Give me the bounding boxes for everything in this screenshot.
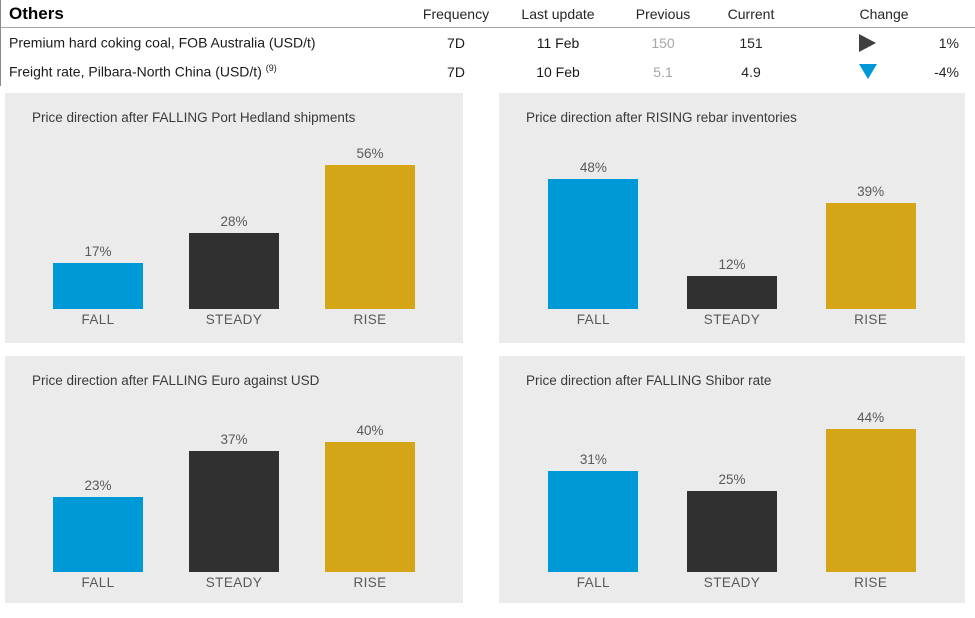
- table-title: Others: [9, 4, 64, 23]
- bar-value-label: 25%: [718, 471, 746, 487]
- category-label: RISE: [854, 575, 888, 590]
- bar-steady: [189, 232, 279, 309]
- series-name-text: Premium hard coking coal, FOB Australia …: [9, 34, 316, 51]
- table-row: Freight rate, Pilbara-North China (USD/t…: [1, 57, 975, 86]
- category-label: RISE: [353, 312, 387, 327]
- bar-group: 25%: [663, 409, 802, 572]
- chart-panel: Price direction after FALLING Shibor rat…: [499, 356, 965, 603]
- summary-table: Others Frequency Last update Previous Cu…: [0, 0, 975, 86]
- column-header-change: Change: [859, 6, 909, 22]
- bar-value-label: 40%: [356, 422, 384, 438]
- chart-panel: Price direction after FALLING Euro again…: [5, 356, 463, 603]
- category-label: RISE: [854, 312, 888, 327]
- change-percent: -4%: [934, 63, 959, 80]
- series-name: Freight rate, Pilbara-North China (USD/t…: [1, 63, 413, 80]
- category-label: FALL: [81, 575, 115, 590]
- category-row: FALL STEADY RISE: [30, 575, 438, 590]
- bar-steady: [687, 490, 777, 572]
- frequency-value: 7D: [447, 63, 465, 80]
- column-header-frequency: Frequency: [422, 6, 490, 22]
- bar-value-label: 28%: [220, 213, 248, 229]
- change-cell: -4%: [793, 57, 975, 86]
- chart-title: Price direction after FALLING Shibor rat…: [526, 373, 772, 388]
- bar-value-label: 12%: [718, 257, 746, 273]
- category-row: FALL STEADY RISE: [524, 575, 940, 590]
- bar-group: 23%: [30, 409, 166, 572]
- frequency-value: 7D: [447, 34, 465, 51]
- bar-value-label: 56%: [356, 146, 384, 161]
- plot-area: 31% 25% 44%: [524, 409, 940, 572]
- series-name-text: Freight rate, Pilbara-North China (USD/t…: [9, 63, 262, 80]
- series-footnote: (9): [265, 63, 277, 74]
- bar-rise: [325, 441, 415, 572]
- change-percent: 1%: [938, 34, 959, 51]
- bar-value-label: 37%: [220, 432, 248, 448]
- chart-title: Price direction after FALLING Euro again…: [32, 373, 320, 388]
- current-value: 151: [739, 34, 763, 51]
- bar-group: 44%: [801, 409, 940, 572]
- series-name: Premium hard coking coal, FOB Australia …: [1, 34, 413, 51]
- bar-fall: [548, 470, 639, 572]
- bar-value-label: 23%: [84, 478, 112, 493]
- table-row: Premium hard coking coal, FOB Australia …: [1, 28, 975, 57]
- bar-value-label: 31%: [579, 451, 607, 467]
- bar-group: 28%: [166, 146, 302, 309]
- category-label: RISE: [353, 575, 387, 590]
- bar-fall: [548, 178, 639, 309]
- chart-title: Price direction after RISING rebar inven…: [526, 110, 797, 125]
- bar-rise: [825, 203, 916, 309]
- column-header-last-update: Last update: [521, 6, 595, 22]
- plot-area: 48% 12% 39%: [524, 146, 940, 309]
- chart-title: Price direction after FALLING Port Hedla…: [32, 110, 356, 125]
- bar-group: 40%: [302, 409, 438, 572]
- column-header-previous: Previous: [635, 6, 691, 22]
- bar-group: 39%: [801, 146, 940, 309]
- chart-panel: Price direction after FALLING Port Hedla…: [5, 93, 463, 343]
- bar-rise: [825, 428, 916, 572]
- bar-group: 37%: [166, 409, 302, 572]
- table-header-row: Others Frequency Last update Previous Cu…: [1, 1, 975, 28]
- current-value: 4.9: [741, 63, 761, 80]
- bar-fall: [53, 262, 143, 309]
- previous-value: 5.1: [653, 63, 673, 80]
- category-label: STEADY: [205, 312, 263, 327]
- category-label: STEADY: [703, 312, 761, 327]
- category-label: FALL: [81, 312, 115, 327]
- chart-panel: Price direction after RISING rebar inven…: [499, 93, 965, 343]
- category-label: STEADY: [703, 575, 761, 590]
- bar-value-label: 39%: [857, 184, 885, 199]
- bar-group: 48%: [524, 146, 663, 309]
- change-cell: 1%: [793, 28, 975, 57]
- category-row: FALL STEADY RISE: [30, 312, 438, 327]
- bar-fall: [53, 497, 143, 572]
- category-label: FALL: [576, 575, 610, 590]
- previous-value: 150: [651, 34, 675, 51]
- change-arrow-icon: [859, 64, 877, 79]
- bar-rise: [325, 165, 415, 309]
- last-update-value: 10 Feb: [536, 63, 580, 80]
- plot-area: 23% 37% 40%: [30, 409, 438, 572]
- bar-steady: [687, 276, 777, 309]
- category-label: FALL: [576, 312, 610, 327]
- bar-value-label: 17%: [84, 243, 112, 259]
- change-arrow-icon: [859, 33, 876, 52]
- bar-value-label: 48%: [579, 159, 607, 175]
- charts-grid: Price direction after FALLING Port Hedla…: [5, 93, 965, 603]
- bar-steady: [189, 451, 279, 572]
- bar-value-label: 44%: [857, 409, 885, 425]
- last-update-value: 11 Feb: [536, 34, 580, 51]
- bar-group: 31%: [524, 409, 663, 572]
- plot-area: 17% 28% 56%: [30, 146, 438, 309]
- bar-group: 12%: [663, 146, 802, 309]
- column-header-current: Current: [727, 6, 775, 22]
- category-row: FALL STEADY RISE: [524, 312, 940, 327]
- category-label: STEADY: [205, 575, 263, 590]
- bar-group: 17%: [30, 146, 166, 309]
- bar-group: 56%: [302, 146, 438, 309]
